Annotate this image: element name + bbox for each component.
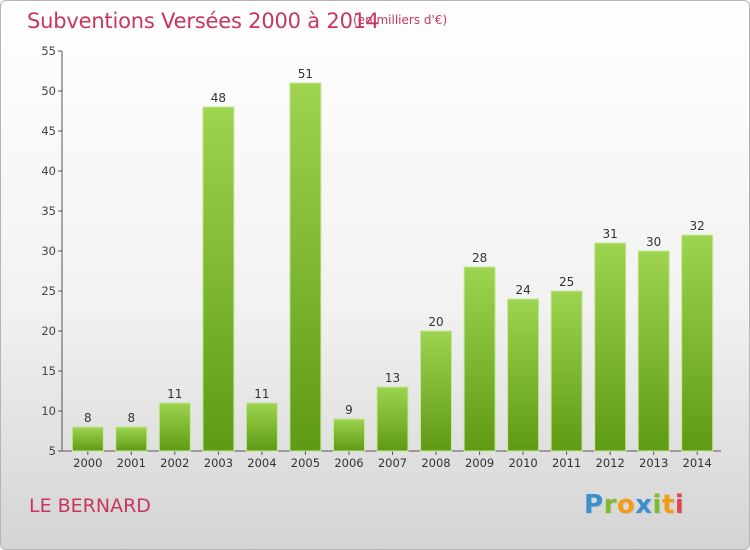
bar-2002 — [158, 402, 191, 452]
data-label-2014: 32 — [690, 219, 705, 233]
data-label-2011: 25 — [559, 275, 574, 289]
y-tick-label: 45 — [41, 124, 56, 138]
x-tick-label-2014: 2014 — [683, 456, 712, 470]
x-tick-label-2006: 2006 — [334, 456, 363, 470]
x-tick-label-2013: 2013 — [639, 456, 668, 470]
x-tick-label-2003: 2003 — [204, 456, 233, 470]
y-tick-label: 40 — [41, 164, 56, 178]
data-label-2013: 30 — [646, 235, 661, 249]
y-tick-label: 25 — [41, 284, 56, 298]
x-tick-label-2001: 2001 — [117, 456, 146, 470]
bar-2003 — [202, 106, 235, 452]
x-tick-label-2005: 2005 — [291, 456, 320, 470]
bars — [71, 82, 714, 452]
x-tick-label-2000: 2000 — [73, 456, 102, 470]
data-label-2009: 28 — [472, 251, 487, 265]
y-tick-label: 30 — [41, 244, 56, 258]
x-tick-label-2002: 2002 — [160, 456, 189, 470]
data-label-2002: 11 — [167, 387, 182, 401]
y-tick-label: 5 — [49, 444, 56, 458]
y-tick-label: 15 — [41, 364, 56, 378]
bar-2007 — [376, 386, 409, 452]
x-tick-label-2007: 2007 — [378, 456, 407, 470]
data-label-2012: 31 — [603, 227, 618, 241]
data-labels: 8 8 11 48 11 51 9 13 20 28 24 25 31 30 32 — [84, 67, 705, 425]
y-tick-label: 55 — [41, 44, 56, 58]
bar-2011 — [550, 290, 583, 452]
bar-2005 — [289, 82, 322, 452]
data-label-2006: 9 — [345, 403, 353, 417]
x-tick-label-2011: 2011 — [552, 456, 581, 470]
unit-label: (en milliers d'€) — [353, 13, 448, 27]
x-tick-label-2008: 2008 — [421, 456, 450, 470]
bar-2013 — [637, 250, 670, 452]
bar-2008 — [420, 330, 452, 452]
bar-2001 — [115, 426, 148, 452]
bar-2000 — [71, 426, 104, 452]
data-label-2010: 24 — [515, 283, 530, 297]
x-tick-label-2009: 2009 — [465, 456, 494, 470]
data-label-2003: 48 — [211, 91, 226, 105]
data-label-2005: 51 — [298, 67, 313, 81]
x-tick-label-2004: 2004 — [247, 456, 276, 470]
axes: 5 10 15 20 25 30 35 40 45 50 55 2000 2001 2002 2003 200… — [41, 44, 721, 470]
location-name: LE BERNARD — [29, 495, 151, 517]
bar-2006 — [333, 418, 365, 452]
data-label-2000: 8 — [84, 411, 92, 425]
bar-2004 — [245, 402, 278, 452]
x-tick-label-2010: 2010 — [508, 456, 537, 470]
bar-2014 — [681, 234, 714, 452]
data-label-2001: 8 — [127, 411, 135, 425]
chart-title: Subventions Versées 2000 à 2014 — [27, 9, 380, 33]
bar-2009 — [463, 266, 496, 452]
y-tick-label: 20 — [41, 324, 56, 338]
bar-2010 — [507, 298, 540, 452]
y-tick-label: 35 — [41, 204, 56, 218]
data-label-2008: 20 — [428, 315, 443, 329]
proxiti-logo[interactable]: Proxiti — [584, 490, 685, 520]
y-tick-label: 10 — [41, 404, 56, 418]
y-tick-label: 50 — [41, 84, 56, 98]
bar-2012 — [594, 242, 627, 452]
data-label-2004: 11 — [254, 387, 269, 401]
x-tick-label-2012: 2012 — [596, 456, 625, 470]
data-label-2007: 13 — [385, 371, 400, 385]
